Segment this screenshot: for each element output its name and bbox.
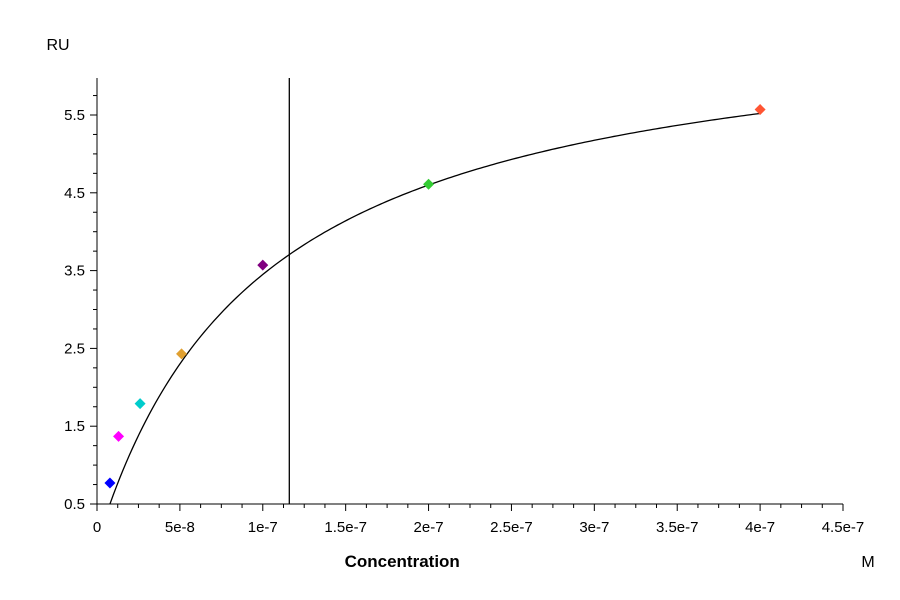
y-axis: 0.5 1.5 2.5 3.5 4.5 5.5 RU — [46, 37, 98, 513]
x-tick-label: 2.5e-7 — [490, 519, 533, 536]
y-tick-label: 5.5 — [64, 107, 85, 124]
y-ticks — [90, 95, 97, 505]
data-point — [754, 104, 766, 116]
x-tick-label: 3e-7 — [579, 519, 609, 536]
fit-curve — [109, 112, 761, 505]
x-tick-label: 3.5e-7 — [656, 519, 699, 536]
y-tick-label: 0.5 — [64, 496, 85, 513]
x-unit-label: M — [861, 554, 874, 571]
data-point — [176, 348, 188, 360]
x-tick-label: 1e-7 — [248, 519, 278, 536]
data-point — [423, 178, 435, 190]
y-tick-label: 1.5 — [64, 418, 85, 435]
x-axis-title: Concentration — [345, 552, 460, 571]
data-point — [104, 477, 116, 489]
x-tick-label: 2e-7 — [414, 519, 444, 536]
data-point — [134, 398, 146, 410]
y-tick-labels: 0.5 1.5 2.5 3.5 4.5 5.5 — [64, 107, 85, 513]
x-tick-label: 1.5e-7 — [324, 519, 367, 536]
y-unit-label: RU — [46, 37, 69, 54]
x-ticks — [96, 504, 844, 511]
x-tick-label: 4e-7 — [745, 519, 775, 536]
y-tick-label: 2.5 — [64, 340, 85, 357]
x-tick-label: 5e-8 — [165, 519, 195, 536]
y-tick-label: 3.5 — [64, 263, 85, 280]
x-axis: 0 5e-8 1e-7 1.5e-7 2e-7 2.5e-7 3e-7 3.5e-7 4e-7 4… — [93, 503, 875, 571]
y-tick-label: 4.5 — [64, 185, 85, 202]
x-tick-label: 4.5e-7 — [822, 519, 865, 536]
x-tick-labels: 0 5e-8 1e-7 1.5e-7 2e-7 2.5e-7 3e-7 3.5e-7 4e-7 4… — [93, 519, 864, 536]
x-tick-label: 0 — [93, 519, 101, 536]
data-points — [104, 104, 766, 489]
data-point — [257, 259, 269, 271]
data-point — [113, 430, 125, 442]
